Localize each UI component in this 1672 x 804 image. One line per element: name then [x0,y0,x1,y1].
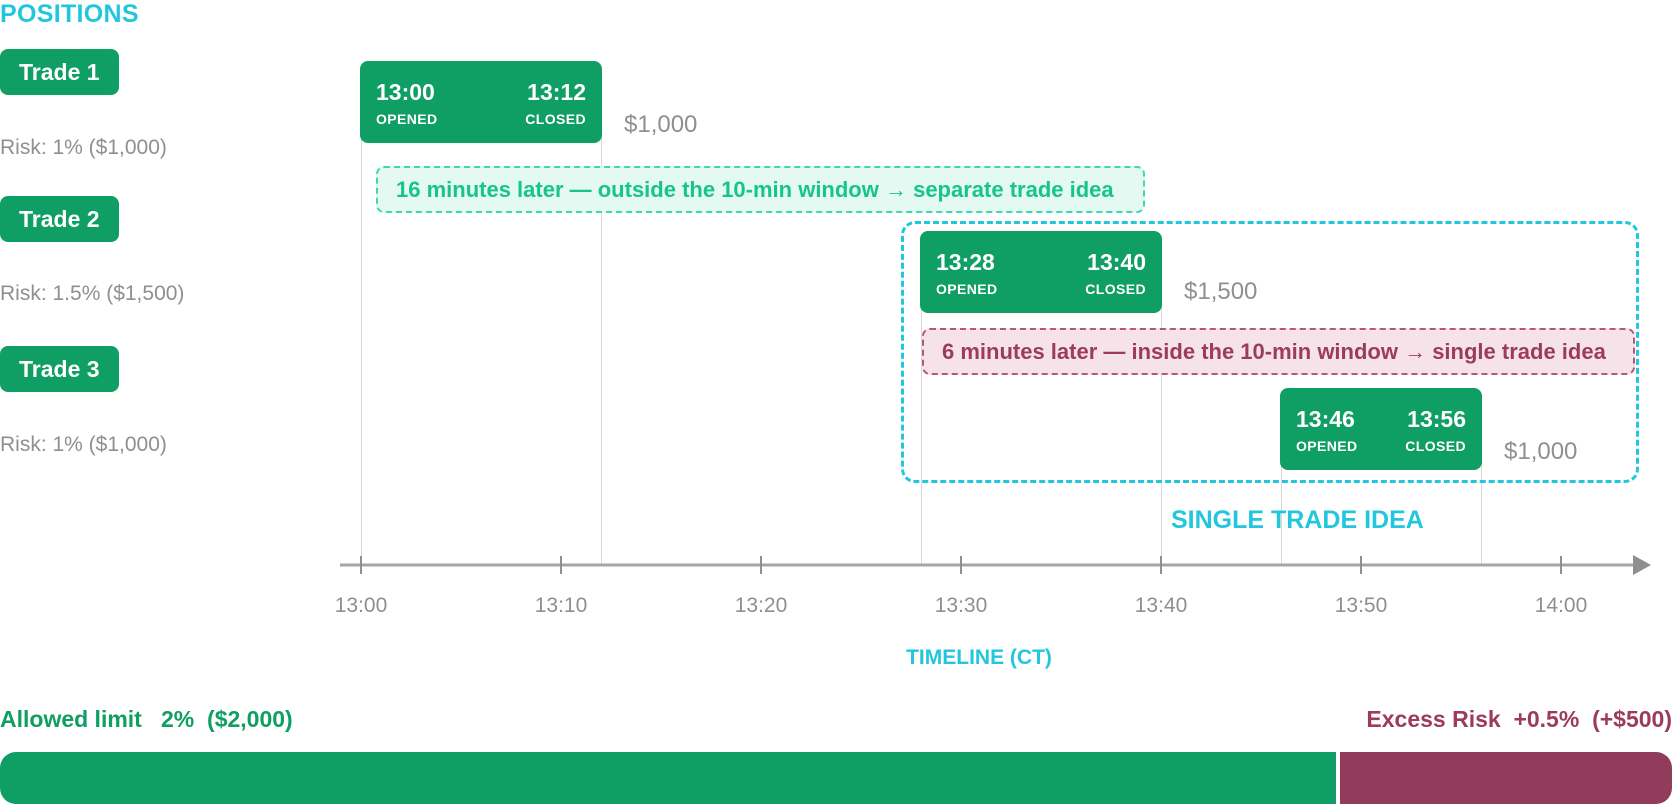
trade-3-close-label: CLOSED [1405,438,1466,454]
trade-1-open-time: 13:00 [376,79,435,105]
trade-3-risk: Risk: 1% ($1,000) [0,433,167,456]
excess-risk-label: Excess Risk +0.5% (+$500) [1366,706,1672,732]
trade-2-risk: Risk: 1.5% ($1,500) [0,282,185,305]
trade-3-pill[interactable]: Trade 3 [0,346,119,392]
trade-3-close-guide [1481,440,1482,564]
trade-1-pill[interactable]: Trade 1 [0,49,119,95]
timeline-title: TIMELINE (CT) [906,646,1052,669]
trade-3-amount: $1,000 [1504,438,1578,465]
gap-note-single: 6 minutes later — inside the 10-min wind… [922,328,1635,375]
positions-title: POSITIONS [0,0,139,28]
tick-label: 14:00 [1534,594,1588,617]
single-trade-idea-label: SINGLE TRADE IDEA [1171,506,1424,534]
trade-3-card[interactable]: 13:46 OPENED 13:56 CLOSED [1280,388,1482,470]
trade-1-open-guide [361,134,362,564]
tick-label: 13:50 [1334,594,1388,617]
trade-2-open-guide [921,293,922,564]
tick-label: 13:10 [534,594,588,617]
trade-3-close-time: 13:56 [1407,406,1466,432]
trade-3-open-guide [1281,440,1282,564]
trade-2-close-time: 13:40 [1087,249,1146,275]
allowed-limit-label: Allowed limit 2% ($2,000) [0,706,293,732]
tick-label: 13:20 [734,594,788,617]
trade-2-amount: $1,500 [1184,278,1258,305]
trade-2-close-label: CLOSED [1085,281,1146,297]
trade-3-open-time: 13:46 [1296,406,1355,432]
tick-label: 13:40 [1134,594,1188,617]
trade-2-open-label: OPENED [936,281,998,297]
excess-risk-bar [1340,752,1672,804]
trade-1-risk: Risk: 1% ($1,000) [0,136,167,159]
trade-1-close-label: CLOSED [525,111,586,127]
trade-1-amount: $1,000 [624,111,698,138]
trade-3-open-label: OPENED [1296,438,1358,454]
trade-2-close-guide [1161,293,1162,564]
trade-2-card[interactable]: 13:28 OPENED 13:40 CLOSED [920,231,1162,313]
trade-1-close-guide [601,134,602,564]
trade-2-pill[interactable]: Trade 2 [0,196,119,242]
tick-label: 13:00 [334,594,388,617]
single-trade-idea-box [901,221,1639,483]
trade-1-card[interactable]: 13:00 OPENED 13:12 CLOSED [360,61,602,143]
trade-2-open-time: 13:28 [936,249,995,275]
trade-1-open-label: OPENED [376,111,438,127]
trade-1-close-time: 13:12 [527,79,586,105]
tick-label: 13:30 [934,594,988,617]
allowed-limit-bar [0,752,1336,804]
axis-arrow-icon [1633,555,1651,575]
gap-note-separate: 16 minutes later — outside the 10-min wi… [376,166,1145,213]
